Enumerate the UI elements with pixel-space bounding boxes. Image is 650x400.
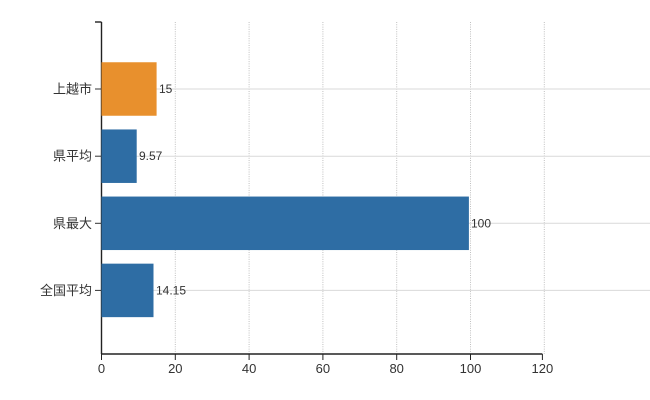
- svg-text:120: 120: [532, 361, 554, 376]
- svg-text:100: 100: [471, 216, 491, 230]
- svg-text:80: 80: [389, 361, 403, 376]
- svg-text:100: 100: [460, 361, 482, 376]
- svg-text:県平均: 県平均: [53, 149, 92, 164]
- svg-text:40: 40: [242, 361, 256, 376]
- svg-text:全国平均: 全国平均: [40, 283, 92, 298]
- svg-text:県最大: 県最大: [53, 216, 92, 231]
- svg-text:15: 15: [159, 82, 173, 96]
- svg-text:60: 60: [316, 361, 330, 376]
- svg-text:上越市: 上越市: [53, 82, 92, 97]
- svg-text:9.57: 9.57: [139, 149, 163, 163]
- svg-text:14.15: 14.15: [156, 283, 186, 297]
- svg-text:20: 20: [168, 361, 182, 376]
- svg-text:0: 0: [98, 361, 105, 376]
